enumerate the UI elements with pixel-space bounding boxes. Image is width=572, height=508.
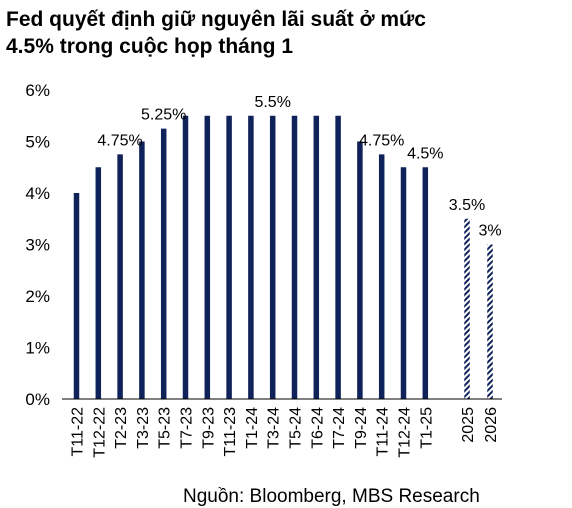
bar-t2-23 xyxy=(117,154,123,399)
x-tick-label: T12-24 xyxy=(397,407,414,458)
data-label: 5.25% xyxy=(141,107,186,124)
bar-t7-23 xyxy=(182,115,189,399)
projection-bars xyxy=(464,218,493,399)
bar-t5-23 xyxy=(160,128,167,399)
x-tick-label: T5-23 xyxy=(157,407,174,449)
x-tick-label: T12-22 xyxy=(91,407,108,458)
source-note: Nguồn: Bloomberg, MBS Research xyxy=(183,486,480,507)
y-tick-label: 3% xyxy=(25,236,50,255)
data-label: 4.75% xyxy=(97,132,142,149)
bar-t11-24 xyxy=(378,154,385,399)
y-tick-label: 5% xyxy=(25,133,50,152)
bar-t3-23 xyxy=(139,141,145,399)
x-tick-label: T6-24 xyxy=(309,407,326,449)
x-tick-label: T11-23 xyxy=(222,407,239,457)
bar-t6-24 xyxy=(313,115,320,399)
bar-t3-24 xyxy=(269,115,276,399)
y-tick-label: 1% xyxy=(25,339,50,358)
projection-bar-2025 xyxy=(464,218,470,399)
x-axis-labels: T11-22 T12-22 T2-23 T3-23 T5-23 T7-23 T9-23 T11… xyxy=(70,407,501,458)
bar-t12-24 xyxy=(400,167,407,399)
data-label: 4.75% xyxy=(359,132,404,149)
bar-t1-24 xyxy=(248,115,254,399)
x-tick-label: T11-24 xyxy=(375,407,392,457)
x-tick-label: T7-23 xyxy=(179,407,196,449)
bar-t9-23 xyxy=(204,115,211,399)
bar-t12-22 xyxy=(95,167,102,399)
data-label: 4.5% xyxy=(407,145,443,162)
y-tick-label: 4% xyxy=(25,184,50,203)
projection-bar-2026 xyxy=(487,244,493,399)
y-tick-label: 0% xyxy=(25,390,50,409)
x-tick-label: T3-24 xyxy=(266,407,283,449)
bar-t1-25 xyxy=(422,167,429,399)
x-tick-label: T9-23 xyxy=(200,407,217,449)
x-tick-label: T1-25 xyxy=(418,407,435,449)
y-tick-label: 6% xyxy=(25,81,50,100)
x-tick-label: T1-24 xyxy=(244,407,261,449)
chart-title: Fed quyết định giữ nguyên lãi suất ở mức… xyxy=(6,6,566,60)
x-tick-label: T11-22 xyxy=(70,407,87,457)
x-tick-label: T7-24 xyxy=(331,407,348,449)
x-tick-label: 2025 xyxy=(460,407,477,443)
x-tick-label: T3-23 xyxy=(135,407,152,449)
bars xyxy=(73,115,429,399)
bar-t7-24 xyxy=(335,115,341,399)
x-tick-label: T2-23 xyxy=(113,407,130,449)
x-tick-label: T5-24 xyxy=(288,407,305,449)
data-labels: 4.75%5.25%5.5%4.75%4.5%3.5%3% xyxy=(97,94,501,240)
data-label: 3% xyxy=(478,223,501,240)
chart-title-line-2: 4.5% trong cuộc họp tháng 1 xyxy=(6,35,294,58)
chart-title-line-1: Fed quyết định giữ nguyên lãi suất ở mức xyxy=(6,8,426,31)
x-tick-label: T9-24 xyxy=(353,407,370,449)
y-axis: 0% 1% 2% 3% 4% 5% 6% xyxy=(25,81,50,409)
bar-t5-24 xyxy=(291,115,298,399)
data-label: 3.5% xyxy=(449,197,485,214)
bar-t9-24 xyxy=(357,141,363,399)
data-label: 5.5% xyxy=(254,94,290,111)
y-tick-label: 2% xyxy=(25,287,50,306)
bar-t11-22 xyxy=(73,193,80,399)
bar-t11-23 xyxy=(226,115,232,399)
x-tick-label: 2026 xyxy=(483,407,500,443)
